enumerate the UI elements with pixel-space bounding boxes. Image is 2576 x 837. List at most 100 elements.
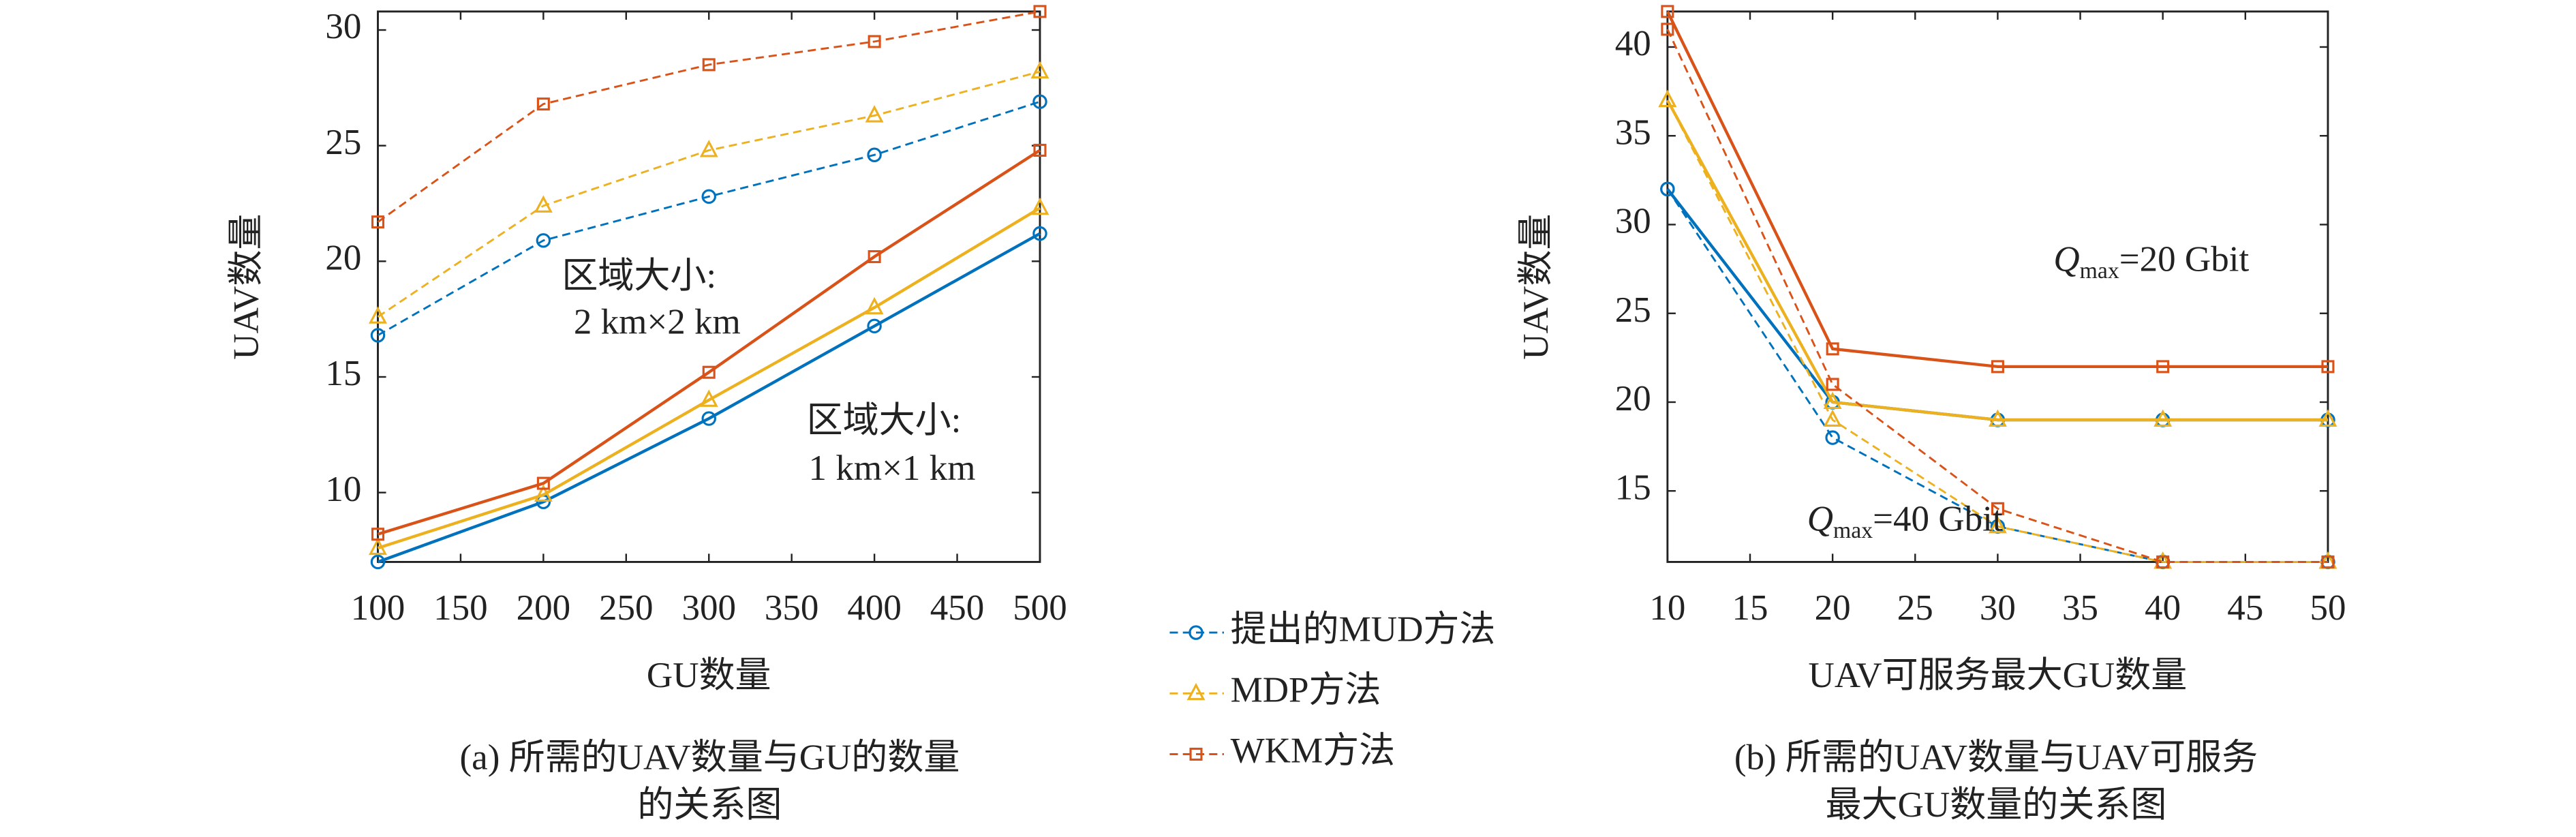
marker xyxy=(865,296,884,315)
x-tick-label: 500 xyxy=(1013,588,1067,628)
marker xyxy=(1661,5,1674,18)
y-tick-label: 20 xyxy=(1615,379,1651,418)
marker xyxy=(370,328,386,343)
marker xyxy=(371,215,385,229)
annotation-sub: max xyxy=(1833,518,1873,543)
series-line xyxy=(1666,29,2328,563)
marker xyxy=(1030,197,1049,215)
x-tick-label: 15 xyxy=(1732,588,1768,628)
x-tick-label: 300 xyxy=(681,588,736,628)
marker xyxy=(1991,360,2004,374)
marker xyxy=(2321,360,2335,374)
y-tick-label: 30 xyxy=(325,7,361,46)
marker xyxy=(1823,391,1842,409)
annotation: 1 km×1 km xyxy=(809,448,976,488)
annotation: 区域大小: xyxy=(562,256,716,296)
y-tick-label: 25 xyxy=(325,123,361,162)
marker xyxy=(702,58,716,72)
marker xyxy=(1825,430,1840,445)
marker xyxy=(702,365,716,379)
caption: (b) 所需的UAV数量与UAV可服务 xyxy=(1734,737,2258,777)
x-tick-label: 45 xyxy=(2227,588,2263,628)
series-line xyxy=(1666,100,2328,422)
caption: 的关系图 xyxy=(637,785,782,825)
marker xyxy=(2321,555,2335,568)
series-line xyxy=(377,207,1041,550)
marker xyxy=(370,554,386,570)
x-axis-label: GU数量 xyxy=(647,656,771,695)
x-tick-label: 40 xyxy=(2145,588,2181,628)
legend-marker xyxy=(1189,625,1203,640)
x-tick-label: 25 xyxy=(1897,588,1933,628)
legend-marker xyxy=(1189,747,1203,761)
marker xyxy=(1658,89,1677,108)
marker xyxy=(701,189,716,204)
series-line xyxy=(1666,10,2328,369)
marker xyxy=(1823,409,1842,427)
series-line xyxy=(377,100,1041,337)
legend-label: WKM方法 xyxy=(1231,731,1395,771)
x-tick-label: 450 xyxy=(930,588,985,628)
marker xyxy=(867,318,882,334)
marker xyxy=(867,147,882,162)
marker xyxy=(2318,409,2337,427)
marker xyxy=(1991,502,2004,515)
marker xyxy=(701,411,716,426)
x-tick-label: 400 xyxy=(847,588,902,628)
marker xyxy=(1032,94,1047,109)
x-tick-label: 250 xyxy=(599,588,654,628)
marker xyxy=(1033,5,1047,18)
x-tick-label: 30 xyxy=(1980,588,2016,628)
annotation: Qmax=40 Gbit xyxy=(1807,500,2003,543)
marker xyxy=(1030,61,1049,79)
legend-label: MDP方法 xyxy=(1231,670,1381,710)
marker xyxy=(536,233,551,248)
marker xyxy=(1661,22,1674,36)
marker xyxy=(865,105,884,123)
y-tick-label: 25 xyxy=(1615,290,1651,330)
series-line xyxy=(377,70,1041,318)
annotation-q: Q xyxy=(2053,240,2079,279)
marker xyxy=(699,140,718,157)
marker xyxy=(868,250,881,264)
caption: (a) 所需的UAV数量与GU的数量 xyxy=(460,737,960,777)
marker xyxy=(369,537,387,556)
marker xyxy=(369,306,387,324)
annotation-text: =40 Gbit xyxy=(1873,500,2003,539)
x-tick-label: 50 xyxy=(2310,588,2346,628)
marker xyxy=(1988,515,2007,534)
marker xyxy=(1988,409,2007,427)
marker xyxy=(534,484,553,502)
y-tick-label: 15 xyxy=(1615,468,1651,507)
y-axis-label: UAV数量 xyxy=(1516,214,1556,360)
marker xyxy=(868,35,881,48)
x-tick-label: 350 xyxy=(765,588,819,628)
annotation-text: =20 Gbit xyxy=(2119,240,2250,279)
series-line xyxy=(377,232,1041,564)
y-tick-label: 20 xyxy=(325,239,361,278)
y-axis-label: UAV数量 xyxy=(227,214,266,360)
marker xyxy=(699,389,718,407)
marker xyxy=(1660,181,1675,197)
x-tick-label: 20 xyxy=(1815,588,1851,628)
annotation-sub: max xyxy=(2080,258,2119,284)
annotation: 2 km×2 km xyxy=(574,302,741,341)
y-tick-label: 35 xyxy=(1615,112,1651,152)
x-tick-label: 35 xyxy=(2062,588,2098,628)
annotation: Qmax=20 Gbit xyxy=(2053,240,2249,284)
x-axis-label: UAV可服务最大GU数量 xyxy=(1809,656,2188,695)
marker xyxy=(534,195,553,213)
series-line xyxy=(377,149,1041,536)
annotation-q: Q xyxy=(1807,500,1833,539)
y-tick-label: 10 xyxy=(325,470,361,509)
series-line xyxy=(1666,100,2328,563)
x-tick-label: 10 xyxy=(1649,588,1685,628)
legend-label: 提出的MUD方法 xyxy=(1231,609,1496,649)
marker xyxy=(1826,378,1839,391)
annotation: 区域大小: xyxy=(807,401,962,440)
marker xyxy=(2156,555,2170,568)
marker xyxy=(371,528,385,541)
y-tick-label: 30 xyxy=(1615,202,1651,241)
